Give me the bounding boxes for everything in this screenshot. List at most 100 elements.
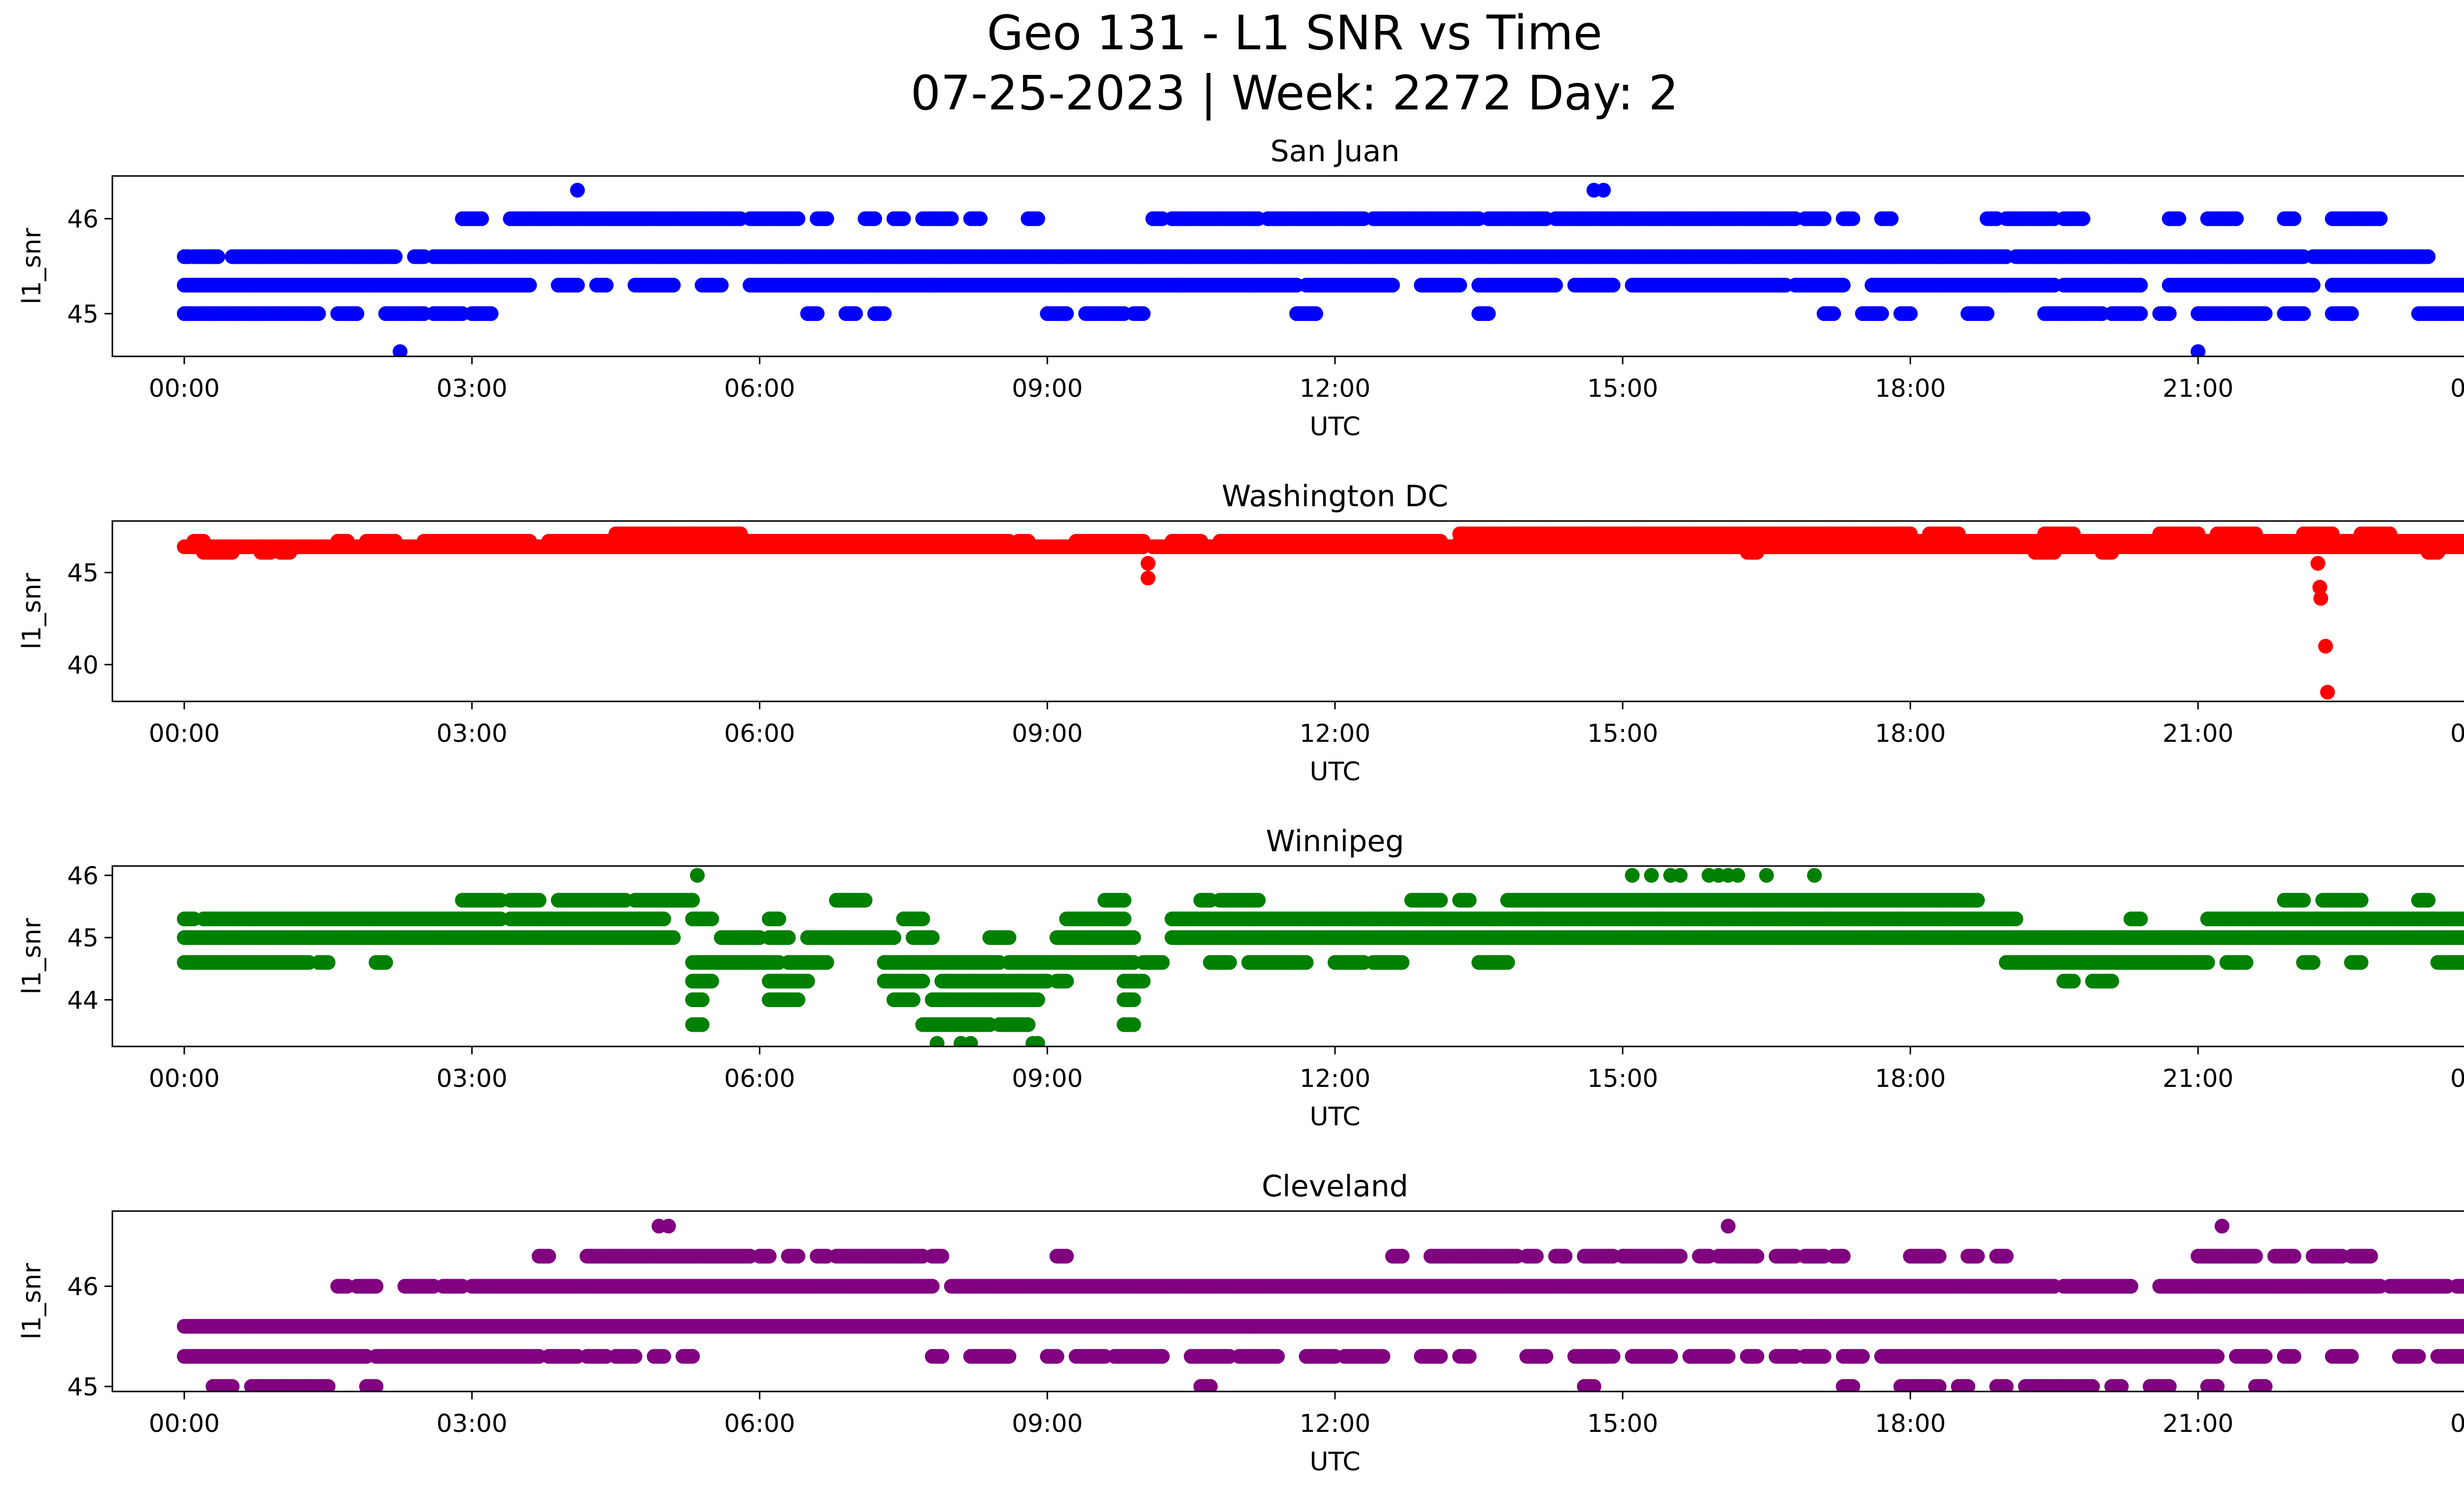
panel-2: 00:00 03:00 06:00 09:00 12:00 15:00 18:00 21:00… (17, 824, 2464, 1132)
data-point (810, 306, 825, 321)
scatter-points (176, 868, 2464, 1046)
data-point (2382, 526, 2397, 542)
data-point (2312, 580, 2327, 595)
data-point (2258, 306, 2273, 321)
data-point (1021, 534, 1036, 549)
data-point (2171, 211, 2187, 226)
data-point (570, 182, 585, 198)
y-tick-label: 46 (67, 205, 99, 234)
data-point (1606, 278, 1621, 293)
data-point (1059, 306, 1074, 321)
x-tick-label: 00:00 (149, 719, 220, 748)
y-tick-label: 45 (67, 559, 99, 588)
x-tick-label: 15:00 (1587, 719, 1658, 748)
data-point (867, 211, 882, 226)
data-point (1385, 278, 1400, 293)
data-point (599, 278, 614, 293)
data-point (2075, 211, 2090, 226)
y-tick-label: 45 (67, 300, 99, 328)
data-point (848, 306, 863, 321)
x-tick-label: 06:00 (724, 719, 795, 748)
x-tick-label: 00:00 (2450, 719, 2464, 748)
data-point (1749, 545, 1765, 560)
data-point (2229, 211, 2244, 226)
data-point (2305, 278, 2321, 293)
data-point (196, 534, 211, 549)
x-tick-label: 21:00 (2162, 719, 2233, 748)
data-point (2133, 306, 2148, 321)
data-point (714, 278, 729, 293)
data-point (944, 211, 959, 226)
y-axis: 45 46 (67, 205, 112, 328)
x-tick-label: 15:00 (1587, 374, 1658, 403)
data-point (2296, 306, 2311, 321)
data-point (790, 211, 806, 226)
data-point (1030, 211, 1045, 226)
data-point (1140, 556, 1156, 571)
data-point (1193, 534, 1208, 549)
data-point (392, 344, 408, 356)
data-point (225, 545, 240, 560)
panels: 00:00 03:00 06:00 09:00 12:00 15:00 18:00 21:00… (17, 134, 2464, 1477)
figure-title-line2: 07-25-2023 | Week: 2272 Day: 2 (911, 66, 1679, 121)
y-axis-label: l1_snr (17, 228, 47, 305)
data-point (1826, 306, 1841, 321)
data-point (877, 306, 892, 321)
x-axis: 00:00 03:00 06:00 09:00 12:00 15:00 18:00 21:00… (149, 701, 2464, 748)
data-point (896, 211, 911, 226)
data-point (388, 249, 403, 264)
data-point (2161, 306, 2177, 321)
data-point (2421, 249, 2436, 264)
scatter-points (176, 182, 2464, 356)
x-tick-label: 09:00 (1012, 719, 1083, 748)
x-tick-label: 03:00 (437, 374, 508, 403)
x-tick-label: 03:00 (437, 719, 508, 748)
data-point (1883, 211, 1899, 226)
data-point (282, 545, 297, 560)
x-axis-label: UTC (1309, 412, 1360, 442)
data-point (2325, 526, 2340, 542)
data-point (2320, 685, 2335, 700)
figure-title-line1: Geo 131 - L1 SNR vs Time (987, 5, 1603, 61)
scatter-points (176, 526, 2464, 700)
data-point (666, 278, 681, 293)
data-point (2190, 526, 2206, 542)
data-point (340, 534, 355, 549)
data-point (210, 249, 225, 264)
data-point (2462, 535, 2464, 547)
data-point (1596, 182, 1611, 198)
data-point (1845, 211, 1860, 226)
data-point (2047, 545, 2062, 560)
x-tick-label: 06:00 (724, 374, 795, 403)
data-point (349, 306, 365, 321)
data-point (1980, 306, 1995, 321)
panel-1: 00:00 03:00 06:00 09:00 12:00 15:00 18:00 21:00… (17, 479, 2464, 787)
data-point (1433, 534, 1448, 549)
data-point (1140, 570, 1156, 586)
data-point (2313, 591, 2328, 606)
data-point (522, 278, 537, 293)
x-tick-label: 18:00 (1875, 719, 1946, 748)
data-point (2286, 211, 2301, 226)
data-point (2104, 545, 2120, 560)
subplot-title: San Juan (1270, 134, 1400, 169)
data-point (2462, 279, 2464, 291)
data-point (973, 211, 988, 226)
data-point (1836, 278, 1851, 293)
data-point (388, 534, 403, 549)
data-point (2133, 278, 2148, 293)
data-point (819, 211, 834, 226)
data-point (1816, 211, 1832, 226)
data-point (2190, 344, 2206, 356)
subplot-title: Washington DC (1222, 479, 1448, 514)
data-point (1308, 306, 1324, 321)
data-point (570, 278, 585, 293)
data-point (1135, 306, 1151, 321)
panel-0: 00:00 03:00 06:00 09:00 12:00 15:00 18:00 21:00… (17, 134, 2464, 442)
x-axis: 00:00 03:00 06:00 09:00 12:00 15:00 18:00 21:00… (149, 356, 2464, 403)
data-point (2310, 556, 2326, 571)
x-tick-label: 12:00 (1300, 719, 1370, 748)
x-tick-label: 12:00 (1300, 374, 1370, 403)
x-tick-label: 00:00 (149, 374, 220, 403)
